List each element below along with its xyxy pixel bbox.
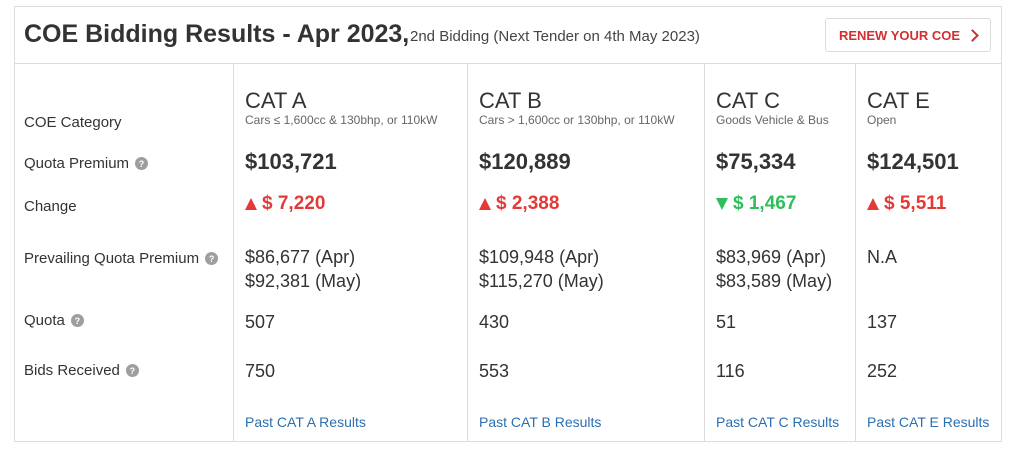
label-bids-received: Bids Received ? xyxy=(24,362,139,379)
category-column-cat-c: CAT C Goods Vehicle & Bus $75,334 $ 1,46… xyxy=(704,64,855,441)
help-icon[interactable]: ? xyxy=(205,252,219,265)
past-results-link[interactable]: Past CAT C Results xyxy=(716,414,840,430)
label-text: Change xyxy=(24,198,77,215)
chevron-right-icon xyxy=(966,29,979,42)
help-icon[interactable]: ? xyxy=(135,157,149,170)
quota-value: 51 xyxy=(716,312,737,332)
coe-results-card: COE Bidding Results - Apr 2023, 2nd Bidd… xyxy=(14,6,1002,442)
prevailing-may: $115,270 (May) xyxy=(479,271,604,291)
bids-value: 553 xyxy=(479,361,510,381)
label-text: COE Category xyxy=(24,114,122,131)
label-coe-category: COE Category xyxy=(24,114,122,131)
arrow-down-icon xyxy=(716,198,728,210)
quota-value: 430 xyxy=(479,312,510,332)
prevailing-premium: $83,969 (Apr) $83,589 (May) xyxy=(716,245,832,293)
quota-value: 137 xyxy=(867,312,898,332)
category-column-cat-e: CAT E Open $124,501 $ 5,511 N.A 137 252 … xyxy=(855,64,1001,441)
change-amount: $ 7,220 xyxy=(262,193,326,214)
help-icon[interactable]: ? xyxy=(70,314,84,327)
renew-coe-button[interactable]: RENEW YOUR COE xyxy=(825,18,991,52)
help-icon[interactable]: ? xyxy=(125,364,139,377)
prevailing-may: $92,381 (May) xyxy=(245,271,362,291)
category-name: CAT E xyxy=(867,88,930,113)
bids-value: 252 xyxy=(867,361,898,381)
category-description: Cars > 1,600cc or 130bhp, or 110kW xyxy=(479,113,675,127)
renew-coe-label: RENEW YOUR COE xyxy=(838,27,961,43)
label-quota-premium: Quota Premium ? xyxy=(24,155,149,172)
category-name: CAT C xyxy=(716,88,780,113)
label-prevailing-quota-premium: Prevailing Quota Premium ? xyxy=(24,250,219,267)
category-description: Cars ≤ 1,600cc & 130bhp, or 110kW xyxy=(245,113,438,127)
label-quota: Quota ? xyxy=(24,312,84,329)
change-value: $ 5,511 xyxy=(867,193,946,215)
quota-premium-value: $75,334 xyxy=(716,149,796,174)
category-column-cat-a: CAT A Cars ≤ 1,600cc & 130bhp, or 110kW … xyxy=(233,64,467,441)
quota-value: 507 xyxy=(245,312,276,332)
category-column-cat-b: CAT B Cars > 1,600cc or 130bhp, or 110kW… xyxy=(467,64,704,441)
quota-premium-value: $103,721 xyxy=(245,149,337,174)
change-value: $ 2,388 xyxy=(479,193,559,215)
bids-value: 116 xyxy=(716,361,745,381)
label-text: Quota Premium xyxy=(24,155,130,172)
category-name: CAT B xyxy=(479,88,542,113)
arrow-up-icon xyxy=(479,198,491,210)
past-results-link[interactable]: Past CAT E Results xyxy=(867,414,990,430)
change-amount: $ 2,388 xyxy=(496,193,560,214)
category-description: Goods Vehicle & Bus xyxy=(716,113,829,127)
page-title: COE Bidding Results - Apr 2023, xyxy=(24,20,410,48)
label-change: Change xyxy=(24,198,77,215)
bidding-subtitle: 2nd Bidding (Next Tender on 4th May 2023… xyxy=(410,28,700,45)
category-description: Open xyxy=(867,113,897,127)
prevailing-premium: $86,677 (Apr) $92,381 (May) xyxy=(245,245,361,293)
arrow-up-icon xyxy=(867,198,879,210)
quota-premium-value: $124,501 xyxy=(867,149,959,174)
label-text: Prevailing Quota Premium xyxy=(24,250,200,267)
prevailing-premium: $109,948 (Apr) $115,270 (May) xyxy=(479,245,604,293)
change-amount: $ 5,511 xyxy=(884,193,947,214)
card-header: COE Bidding Results - Apr 2023, 2nd Bidd… xyxy=(15,7,1001,64)
quota-premium-value: $120,889 xyxy=(479,149,571,174)
prevailing-apr: $83,969 (Apr) xyxy=(716,247,827,267)
change-amount: $ 1,467 xyxy=(733,193,797,214)
bids-value: 750 xyxy=(245,361,276,381)
label-text: Bids Received xyxy=(24,362,120,379)
label-text: Quota xyxy=(24,312,65,329)
prevailing-apr: $109,948 (Apr) xyxy=(479,247,600,267)
category-name: CAT A xyxy=(245,88,307,113)
prevailing-premium: N.A xyxy=(867,245,897,269)
past-results-link[interactable]: Past CAT B Results xyxy=(479,414,602,430)
change-value: $ 7,220 xyxy=(245,193,325,215)
prevailing-apr: $86,677 (Apr) xyxy=(245,247,356,267)
prevailing-apr: N.A xyxy=(867,247,898,267)
row-labels-column: COE Category Quota Premium ? Change Prev… xyxy=(15,64,233,441)
prevailing-may: $83,589 (May) xyxy=(716,271,833,291)
past-results-link[interactable]: Past CAT A Results xyxy=(245,414,366,430)
arrow-up-icon xyxy=(245,198,257,210)
change-value: $ 1,467 xyxy=(716,193,796,215)
